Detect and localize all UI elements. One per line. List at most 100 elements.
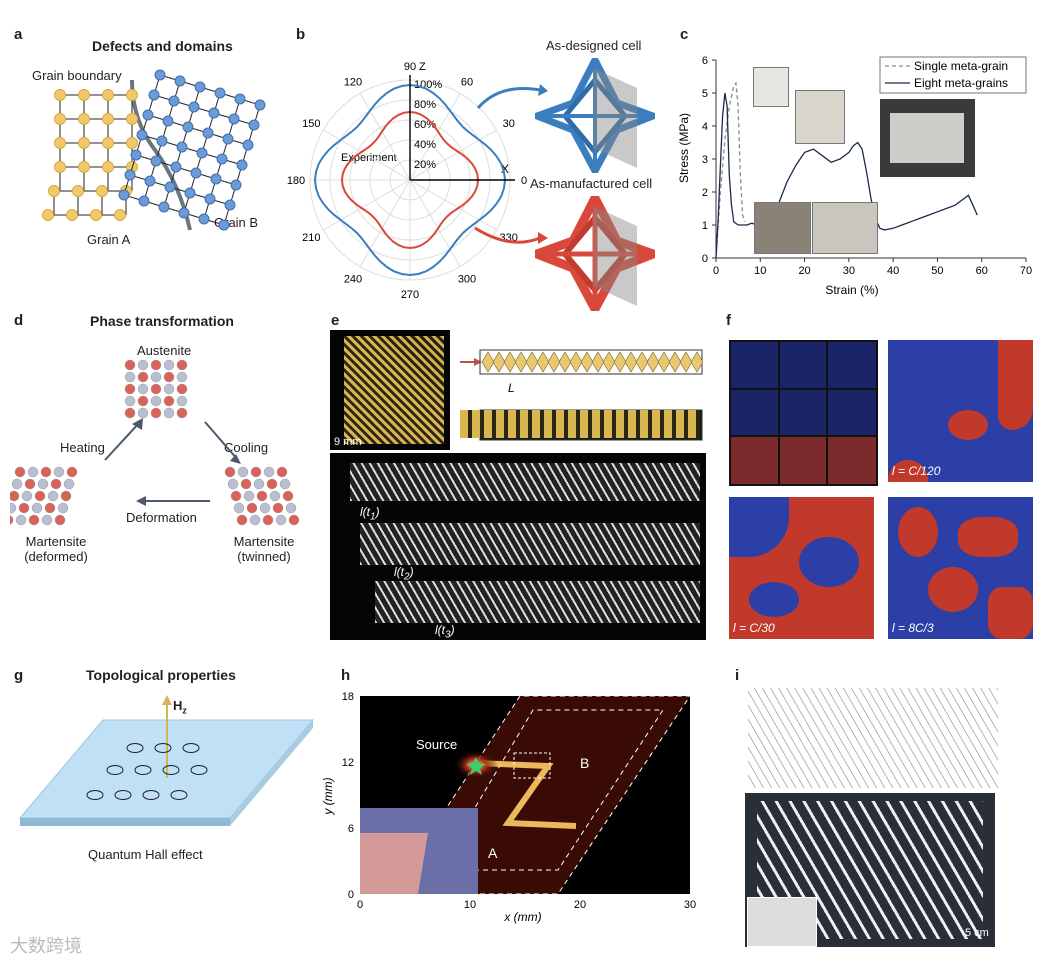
e-diamond-cell bbox=[646, 351, 660, 373]
vortex-circle bbox=[170, 790, 188, 800]
panel-label-e: e bbox=[331, 312, 340, 329]
martensite-twinned-label: Martensite (twinned) bbox=[233, 534, 295, 564]
grain-a-atom bbox=[78, 113, 90, 125]
e-diamond-cell bbox=[536, 351, 550, 373]
f-unit-cell-grid bbox=[729, 340, 878, 486]
atom bbox=[176, 371, 188, 383]
atom bbox=[150, 360, 162, 371]
atom bbox=[60, 490, 72, 502]
panel-label-d: d bbox=[14, 312, 24, 329]
atom bbox=[66, 466, 78, 478]
atom bbox=[57, 502, 69, 514]
h-y-tick-label: 6 bbox=[348, 823, 354, 835]
atom bbox=[282, 490, 294, 502]
atom bbox=[279, 478, 291, 490]
vortex-circle bbox=[142, 790, 160, 800]
atom bbox=[54, 514, 66, 526]
grain-boundary-label: Grain boundary bbox=[32, 68, 122, 83]
e-kirigami-panel: l(t1) l(t2) l(t3) bbox=[330, 453, 706, 640]
grain-b-atom bbox=[204, 193, 216, 205]
experiment-curve bbox=[340, 110, 479, 250]
atom bbox=[137, 360, 149, 371]
series-line-single-meta-grain bbox=[715, 81, 746, 259]
polar-plot: Z X Experiment 9012015018021024027030033… bbox=[287, 61, 527, 301]
polar-angle-label: 120 bbox=[344, 76, 362, 88]
atom bbox=[34, 490, 46, 502]
qhe-caption: Quantum Hall effect bbox=[88, 847, 203, 862]
polar-radial-label: 80% bbox=[414, 99, 436, 111]
grain-b-atom bbox=[224, 199, 236, 211]
grain-a-atom bbox=[72, 185, 84, 197]
grain-b-atom bbox=[158, 201, 170, 213]
f-domain-map-3: l = 8C/3 bbox=[888, 497, 1033, 639]
legend-eight: Eight meta-grains bbox=[914, 76, 1008, 90]
axis-z-label: Z bbox=[419, 61, 426, 73]
h-y-tick-label: 18 bbox=[342, 691, 354, 703]
grain-b-atom bbox=[178, 207, 190, 219]
austenite-lattice bbox=[124, 360, 188, 419]
atom bbox=[227, 478, 239, 490]
grain-b-atom bbox=[170, 161, 182, 173]
atom bbox=[44, 502, 56, 514]
grain-b-atom bbox=[154, 69, 166, 81]
series-line-eight-meta-grains bbox=[715, 92, 978, 259]
polar-grid-spoke bbox=[323, 179, 411, 231]
grain-b-atom bbox=[184, 187, 196, 199]
vortex-circle bbox=[162, 765, 180, 775]
vortex-circle bbox=[190, 765, 208, 775]
grain-a-atom bbox=[54, 137, 66, 149]
grain-b-atom bbox=[174, 75, 186, 87]
atom bbox=[124, 371, 136, 383]
inset-photo-4 bbox=[754, 202, 811, 254]
panel-label-h: h bbox=[341, 667, 351, 684]
inset-photo-5 bbox=[812, 202, 878, 254]
grain-a-atom bbox=[102, 113, 114, 125]
atom bbox=[237, 466, 249, 478]
e-diamond-cell bbox=[591, 351, 605, 373]
y-tick-label: 5 bbox=[702, 88, 708, 100]
panel-a-title: Defects and domains bbox=[92, 38, 233, 54]
atom bbox=[150, 395, 162, 407]
atom bbox=[124, 407, 136, 419]
martensite-twinned-lattice bbox=[224, 466, 300, 526]
atom bbox=[176, 407, 188, 419]
polar-angle-label: 60 bbox=[461, 76, 473, 88]
deformation-label: Deformation bbox=[126, 510, 197, 525]
polar-angle-label: 270 bbox=[401, 289, 419, 301]
f-label-2: l = C/30 bbox=[733, 621, 775, 635]
e-diamond-cell bbox=[613, 351, 627, 373]
e-scale-label: 9 mm bbox=[334, 436, 362, 448]
polar-angle-label: 210 bbox=[302, 232, 320, 244]
cell-arrows bbox=[474, 84, 548, 244]
inset-photo-3 bbox=[880, 99, 975, 177]
polar-grid-spoke bbox=[359, 179, 411, 267]
h-y-tick-label: 0 bbox=[348, 889, 354, 901]
atom bbox=[288, 514, 300, 526]
grain-lattice-diagram bbox=[42, 69, 266, 231]
atom bbox=[14, 466, 26, 478]
as-manufactured-cell-image bbox=[535, 196, 655, 311]
atom bbox=[50, 478, 62, 490]
atom bbox=[150, 407, 162, 419]
polar-radial-label: 20% bbox=[414, 159, 436, 171]
as-designed-label: As-designed cell bbox=[546, 38, 642, 53]
atom bbox=[163, 395, 175, 407]
vortex-circle bbox=[106, 765, 124, 775]
grain-b-atom bbox=[188, 101, 200, 113]
polar-grid-spoke bbox=[359, 93, 411, 181]
atom bbox=[163, 371, 175, 383]
atom bbox=[163, 383, 175, 395]
y-tick-label: 4 bbox=[702, 121, 708, 133]
panel-label-b: b bbox=[296, 26, 306, 43]
atom bbox=[224, 466, 236, 478]
grain-b-atom bbox=[138, 195, 150, 207]
grain-b-atom bbox=[222, 133, 234, 145]
atom bbox=[137, 407, 149, 419]
h-ylabel: y (mm) bbox=[321, 777, 335, 815]
e-lt2-label: l(t2) bbox=[394, 565, 414, 583]
watermark: 大数跨境 bbox=[10, 936, 82, 956]
grain-b-atom bbox=[190, 167, 202, 179]
atom bbox=[272, 502, 284, 514]
i-lattice-diagram bbox=[748, 688, 998, 788]
vortex-circle bbox=[182, 743, 200, 753]
